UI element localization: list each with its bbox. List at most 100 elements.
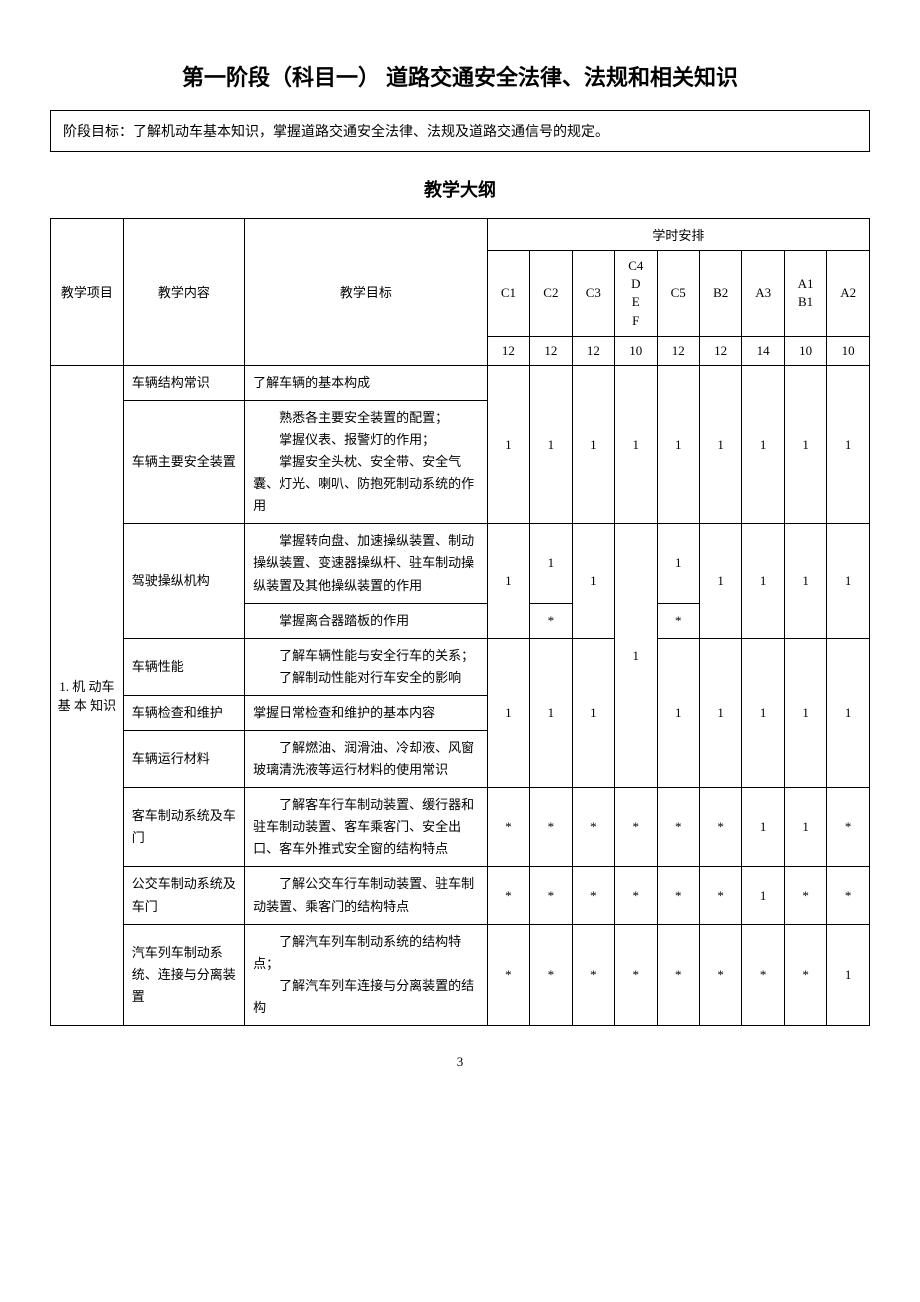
- table-row: 车辆性能 了解车辆性能与安全行车的关系； 了解制动性能对行车安全的影响 1 1 …: [51, 638, 870, 695]
- table-row: 驾驶操纵机构 掌握转向盘、加速操纵装置、制动操纵装置、变速器操纵杆、驻车制动操纵…: [51, 524, 870, 603]
- cell-hours: *: [615, 867, 657, 924]
- cell-hours: 1: [699, 638, 741, 787]
- hour-total: 10: [827, 336, 870, 365]
- stage-goal-box: 阶段目标：了解机动车基本知识，掌握道路交通安全法律、法规及道路交通信号的规定。: [50, 110, 870, 152]
- cell-hours: *: [742, 924, 784, 1025]
- table-row: 公交车制动系统及车门 了解公交车行车制动装置、驻车制动装置、乘客门的结构特点 *…: [51, 867, 870, 924]
- cell-hours: *: [657, 924, 699, 1025]
- cell-target: 了解客车行车制动装置、缓行器和驻车制动装置、客车乘客门、安全出口、客车外推式安全…: [245, 788, 488, 867]
- cell-hours: 1: [742, 638, 784, 787]
- cell-hours: *: [572, 867, 614, 924]
- header-col-a1b1: A1 B1: [784, 251, 826, 337]
- stage-goal-text: 了解机动车基本知识，掌握道路交通安全法律、法规及道路交通信号的规定。: [133, 125, 609, 140]
- header-col-c2: C2: [530, 251, 572, 337]
- cell-target: 掌握转向盘、加速操纵装置、制动操纵装置、变速器操纵杆、驻车制动操纵装置及其他操纵…: [245, 524, 488, 603]
- hour-total: 12: [530, 336, 572, 365]
- hour-total: 12: [657, 336, 699, 365]
- cell-hours: 1: [742, 788, 784, 867]
- cell-hours: *: [827, 788, 870, 867]
- cell-hours: 1: [487, 638, 529, 787]
- cell-hours: *: [699, 924, 741, 1025]
- cell-hours: 1: [657, 638, 699, 787]
- page-title: 第一阶段（科目一） 道路交通安全法律、法规和相关知识: [50, 60, 870, 92]
- header-col-a3: A3: [742, 251, 784, 337]
- cell-content: 驾驶操纵机构: [123, 524, 244, 638]
- cell-target: 了解车辆的基本构成: [245, 365, 488, 400]
- cell-hours: 1: [657, 524, 699, 603]
- cell-hours: 1: [487, 524, 529, 638]
- subtitle: 教学大纲: [50, 176, 870, 202]
- hour-total: 12: [699, 336, 741, 365]
- cell-hours: *: [572, 788, 614, 867]
- cell-hours: 1: [530, 365, 572, 524]
- header-col-c1: C1: [487, 251, 529, 337]
- header-project: 教学项目: [51, 219, 124, 366]
- cell-content: 车辆性能: [123, 638, 244, 695]
- cell-target: 熟悉各主要安全装置的配置； 掌握仪表、报警灯的作用； 掌握安全头枕、安全带、安全…: [245, 400, 488, 523]
- cell-hours: *: [615, 788, 657, 867]
- cell-hours: *: [657, 788, 699, 867]
- cell-hours: 1: [572, 524, 614, 638]
- cell-target: 了解公交车行车制动装置、驻车制动装置、乘客门的结构特点: [245, 867, 488, 924]
- cell-hours: *: [487, 924, 529, 1025]
- cell-hours: *: [530, 867, 572, 924]
- cell-hours: *: [699, 788, 741, 867]
- cell-hours: *: [487, 788, 529, 867]
- cell-content: 车辆检查和维护: [123, 695, 244, 730]
- page-number: 3: [50, 1054, 870, 1070]
- cell-content: 车辆主要安全装置: [123, 400, 244, 523]
- header-col-c5: C5: [657, 251, 699, 337]
- hour-total: 10: [784, 336, 826, 365]
- cell-hours: 1: [827, 524, 870, 638]
- header-col-a2: A2: [827, 251, 870, 337]
- cell-hours: *: [572, 924, 614, 1025]
- cell-hours: *: [784, 924, 826, 1025]
- table-row: 客车制动系统及车门 了解客车行车制动装置、缓行器和驻车制动装置、客车乘客门、安全…: [51, 788, 870, 867]
- table-header-row: 教学项目 教学内容 教学目标 学时安排: [51, 219, 870, 251]
- cell-hours: *: [530, 924, 572, 1025]
- cell-hours: 1: [827, 638, 870, 787]
- cell-hours: *: [615, 924, 657, 1025]
- cell-hours: 1: [572, 638, 614, 787]
- cell-hours: *: [827, 867, 870, 924]
- syllabus-table: 教学项目 教学内容 教学目标 学时安排 C1 C2 C3 C4 D E F C5…: [50, 218, 870, 1026]
- cell-hours: 1: [530, 638, 572, 787]
- header-content: 教学内容: [123, 219, 244, 366]
- hour-total: 10: [615, 336, 657, 365]
- header-col-b2: B2: [699, 251, 741, 337]
- cell-hours: 1: [699, 524, 741, 638]
- cell-target: 掌握日常检查和维护的基本内容: [245, 695, 488, 730]
- cell-hours: 1: [572, 365, 614, 524]
- cell-project: 1. 机 动车 基 本 知识: [51, 365, 124, 1025]
- cell-hours: 1: [784, 365, 826, 524]
- cell-hours: 1: [742, 867, 784, 924]
- cell-hours: *: [699, 867, 741, 924]
- cell-content: 汽车列车制动系统、连接与分离装置: [123, 924, 244, 1025]
- cell-target: 了解汽车列车制动系统的结构特点； 了解汽车列车连接与分离装置的结构: [245, 924, 488, 1025]
- cell-hours: 1: [784, 638, 826, 787]
- table-row: 1. 机 动车 基 本 知识 车辆结构常识 了解车辆的基本构成 1 1 1 1 …: [51, 365, 870, 400]
- cell-hours: 1: [699, 365, 741, 524]
- cell-hours: *: [487, 867, 529, 924]
- header-col-c4def: C4 D E F: [615, 251, 657, 337]
- cell-hours: *: [657, 867, 699, 924]
- cell-hours: *: [657, 603, 699, 638]
- cell-hours: 1: [827, 365, 870, 524]
- cell-content: 车辆结构常识: [123, 365, 244, 400]
- cell-hours: 1: [530, 524, 572, 603]
- cell-target: 了解车辆性能与安全行车的关系； 了解制动性能对行车安全的影响: [245, 638, 488, 695]
- cell-hours: 1: [615, 365, 657, 524]
- hour-total: 12: [572, 336, 614, 365]
- hour-total: 12: [487, 336, 529, 365]
- stage-goal-label: 阶段目标：: [63, 125, 133, 140]
- cell-hours: *: [530, 788, 572, 867]
- cell-hours: 1: [827, 924, 870, 1025]
- cell-hours: 1: [615, 524, 657, 788]
- header-col-c3: C3: [572, 251, 614, 337]
- cell-hours: *: [784, 867, 826, 924]
- cell-hours: 1: [487, 365, 529, 524]
- header-target: 教学目标: [245, 219, 488, 366]
- header-schedule: 学时安排: [487, 219, 869, 251]
- cell-hours: 1: [784, 524, 826, 638]
- cell-hours: 1: [742, 524, 784, 638]
